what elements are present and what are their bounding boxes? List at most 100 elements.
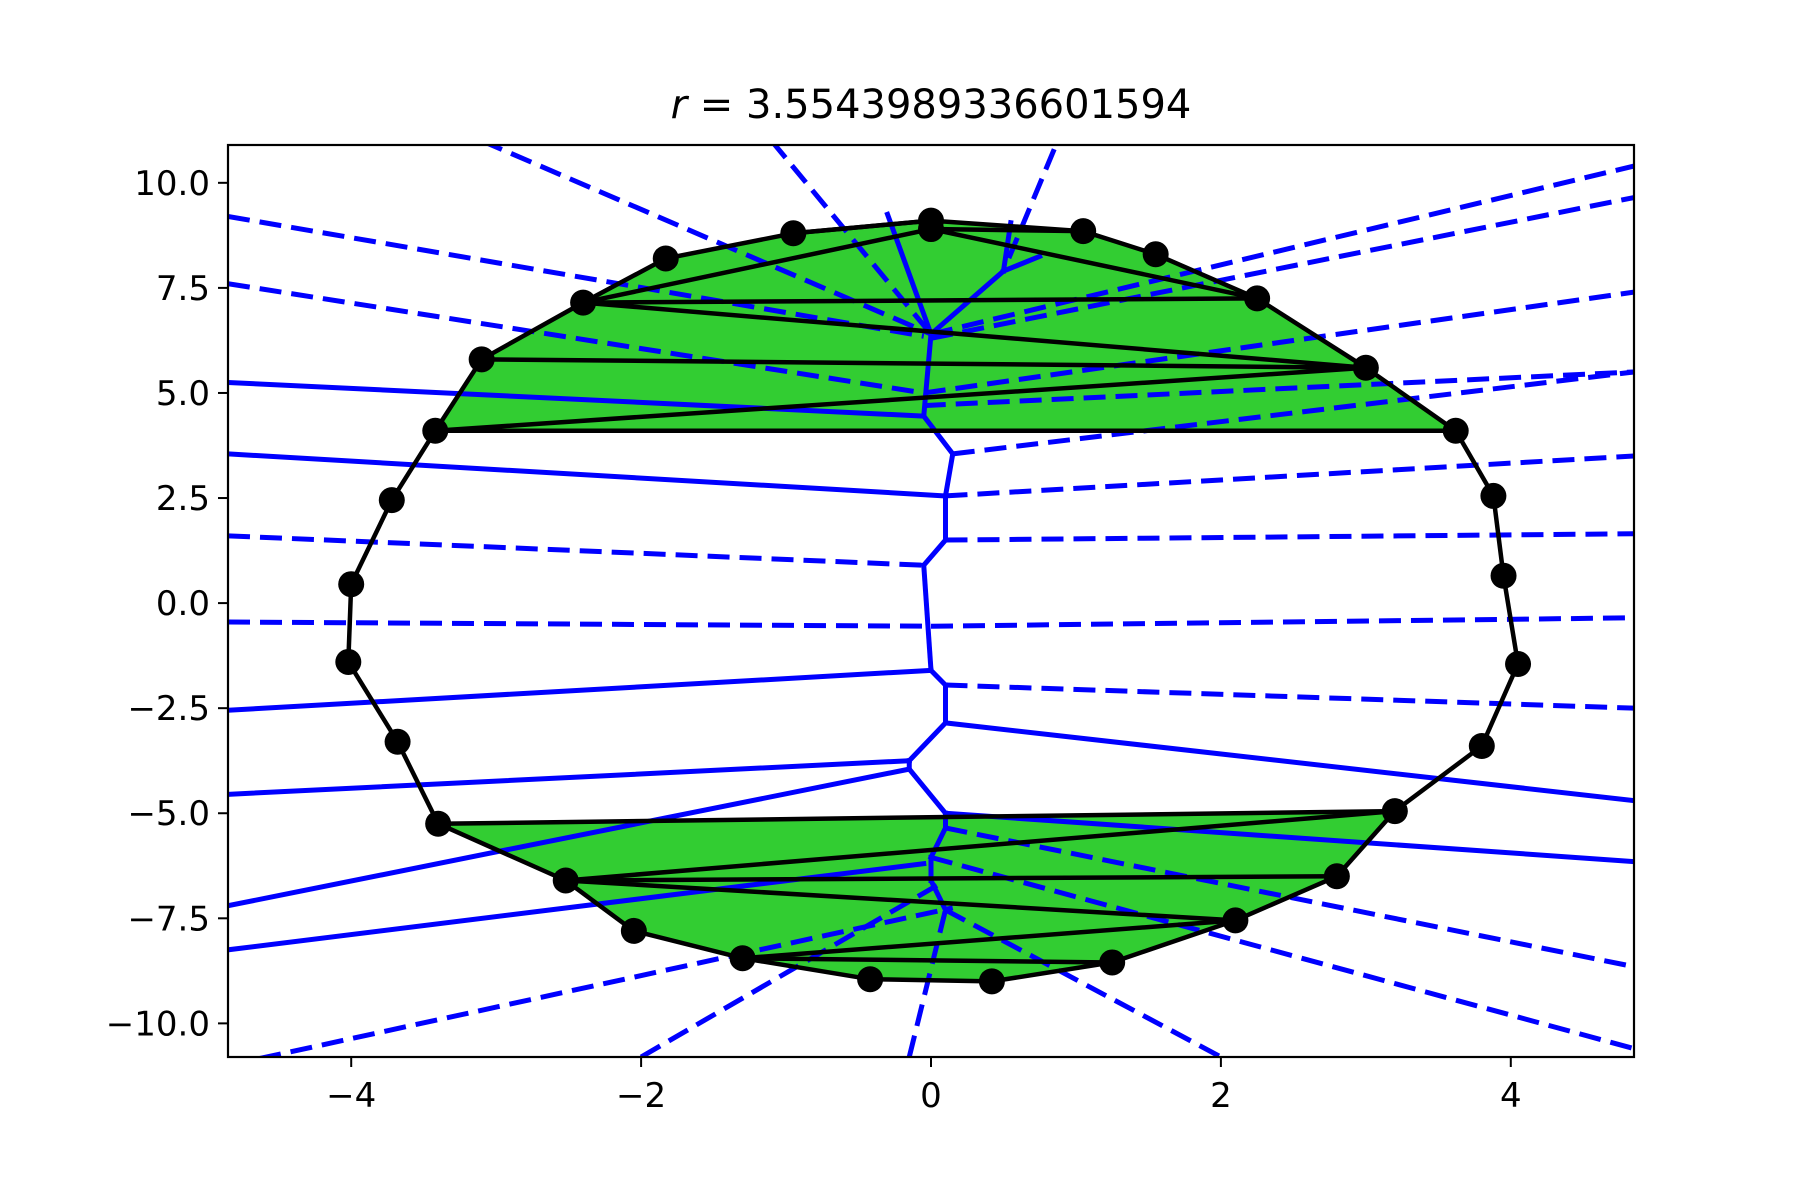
- data-point: [1381, 798, 1408, 825]
- data-point: [1442, 417, 1469, 444]
- plot-frame: [226, 143, 1636, 1059]
- data-point: [780, 220, 807, 247]
- y-tick-label: 10.0: [134, 164, 210, 204]
- triangulation-edge: [583, 296, 1258, 305]
- voronoi-ray: [930, 163, 1634, 337]
- voronoi-edge: [884, 211, 935, 338]
- data-point: [425, 810, 452, 837]
- data-point: [384, 728, 411, 755]
- voronoi-ray: [906, 909, 948, 1057]
- y-tick-label: −10.0: [106, 1004, 210, 1044]
- voronoi-ray: [254, 905, 954, 1057]
- y-tick-label: 2.5: [156, 479, 210, 519]
- voronoi-ray: [930, 854, 1634, 1052]
- voronoi-ray: [228, 533, 924, 568]
- data-point: [1323, 863, 1350, 890]
- voronoi-ray: [1001, 148, 1057, 273]
- chart-title: r = 3.5543989336601594: [671, 82, 1192, 128]
- data-point: [1480, 482, 1507, 509]
- triangulation-edge: [565, 878, 1236, 923]
- triangulation-edge: [438, 808, 1395, 826]
- y-tick-label: 5.0: [156, 374, 210, 414]
- data-point: [620, 917, 647, 944]
- voronoi-edge: [921, 562, 934, 674]
- voronoi-edge: [905, 765, 950, 817]
- voronoi-ray: [930, 195, 1634, 341]
- hull-outline: [346, 218, 1521, 984]
- voronoi-edge: [1000, 253, 1043, 275]
- data-point: [857, 966, 884, 993]
- voronoi-ray: [923, 369, 1634, 409]
- axes: −4 −2 0 2 4 10.0 7.5 5.0 2.5 0.0 −2.5 −5.0 −7.5 −10.0: [106, 164, 1522, 1116]
- voronoi-edge: [942, 451, 956, 499]
- voronoi-edge: [228, 667, 934, 713]
- data-point: [378, 487, 405, 514]
- title-variable: r: [671, 82, 690, 128]
- x-tick-label: 4: [1500, 1076, 1522, 1116]
- triangulation-edge: [930, 226, 1258, 301]
- data-point: [1222, 907, 1249, 934]
- y-tick-label: 0.0: [156, 584, 210, 624]
- triangulation-edge: [742, 955, 1113, 965]
- triangulation-edge: [565, 874, 1337, 883]
- triangulation-edge: [582, 226, 932, 305]
- voronoi-ray: [945, 453, 1634, 499]
- triangulation-edge: [742, 918, 1236, 961]
- data-point: [335, 648, 362, 675]
- voronoi-ray: [944, 907, 1223, 1057]
- x-tick-label: 0: [920, 1076, 942, 1116]
- voronoi-edge: [228, 758, 912, 797]
- data-point: [1505, 651, 1532, 678]
- voronoi-ray: [228, 281, 925, 396]
- y-tick-label: −2.5: [127, 689, 210, 729]
- data-point: [652, 245, 679, 272]
- data-point: [1070, 218, 1097, 245]
- triangulation-edge: [565, 808, 1396, 883]
- voronoi-ray: [228, 213, 925, 339]
- voronoi-edge: [920, 536, 950, 569]
- voronoi-ray: [923, 289, 1634, 396]
- data-point: [729, 945, 756, 972]
- voronoi-ray: [945, 682, 1634, 711]
- voronoi-ray: [485, 145, 932, 337]
- voronoi-edge: [905, 719, 950, 765]
- plot-area: [228, 145, 1634, 1057]
- voronoi-edge: [942, 810, 1634, 865]
- triangulation-edge: [481, 357, 1366, 370]
- data-point: [978, 968, 1005, 995]
- data-point: [1099, 949, 1126, 976]
- data-point: [1244, 285, 1271, 312]
- title-value: 3.5543989336601594: [746, 82, 1191, 128]
- data-point: [1142, 241, 1169, 268]
- x-tick-label: −4: [326, 1076, 376, 1116]
- data-point: [1468, 732, 1495, 759]
- voronoi-ray: [945, 531, 1634, 543]
- data-point: [552, 867, 579, 894]
- title-equals: =: [687, 82, 746, 128]
- data-point: [1352, 354, 1379, 381]
- voronoi-ray: [952, 369, 1634, 457]
- y-tick-label: −7.5: [127, 899, 210, 939]
- voronoi-ray: [945, 825, 1634, 970]
- voronoi-ray: [228, 619, 932, 629]
- voronoi-edge: [927, 824, 949, 861]
- voronoi-edge: [942, 720, 1634, 804]
- voronoi-edge: [920, 412, 957, 458]
- voronoi-edge: [228, 379, 927, 419]
- triangulation-edge: [435, 365, 1366, 434]
- green-region: [438, 811, 1395, 982]
- y-tick-label: 7.5: [156, 269, 210, 309]
- data-point: [1490, 562, 1517, 589]
- data-point: [570, 289, 597, 316]
- data-point: [918, 216, 944, 243]
- y-tick-label: −5.0: [127, 794, 210, 834]
- x-tick-label: −2: [616, 1076, 666, 1116]
- triangulation-edge: [582, 300, 1367, 370]
- data-point: [468, 346, 495, 373]
- voronoi-edge: [228, 451, 949, 499]
- data-point: [422, 417, 449, 444]
- data-point: [338, 571, 365, 598]
- voronoi-edge: [921, 331, 934, 419]
- x-tick-label: 2: [1210, 1076, 1232, 1116]
